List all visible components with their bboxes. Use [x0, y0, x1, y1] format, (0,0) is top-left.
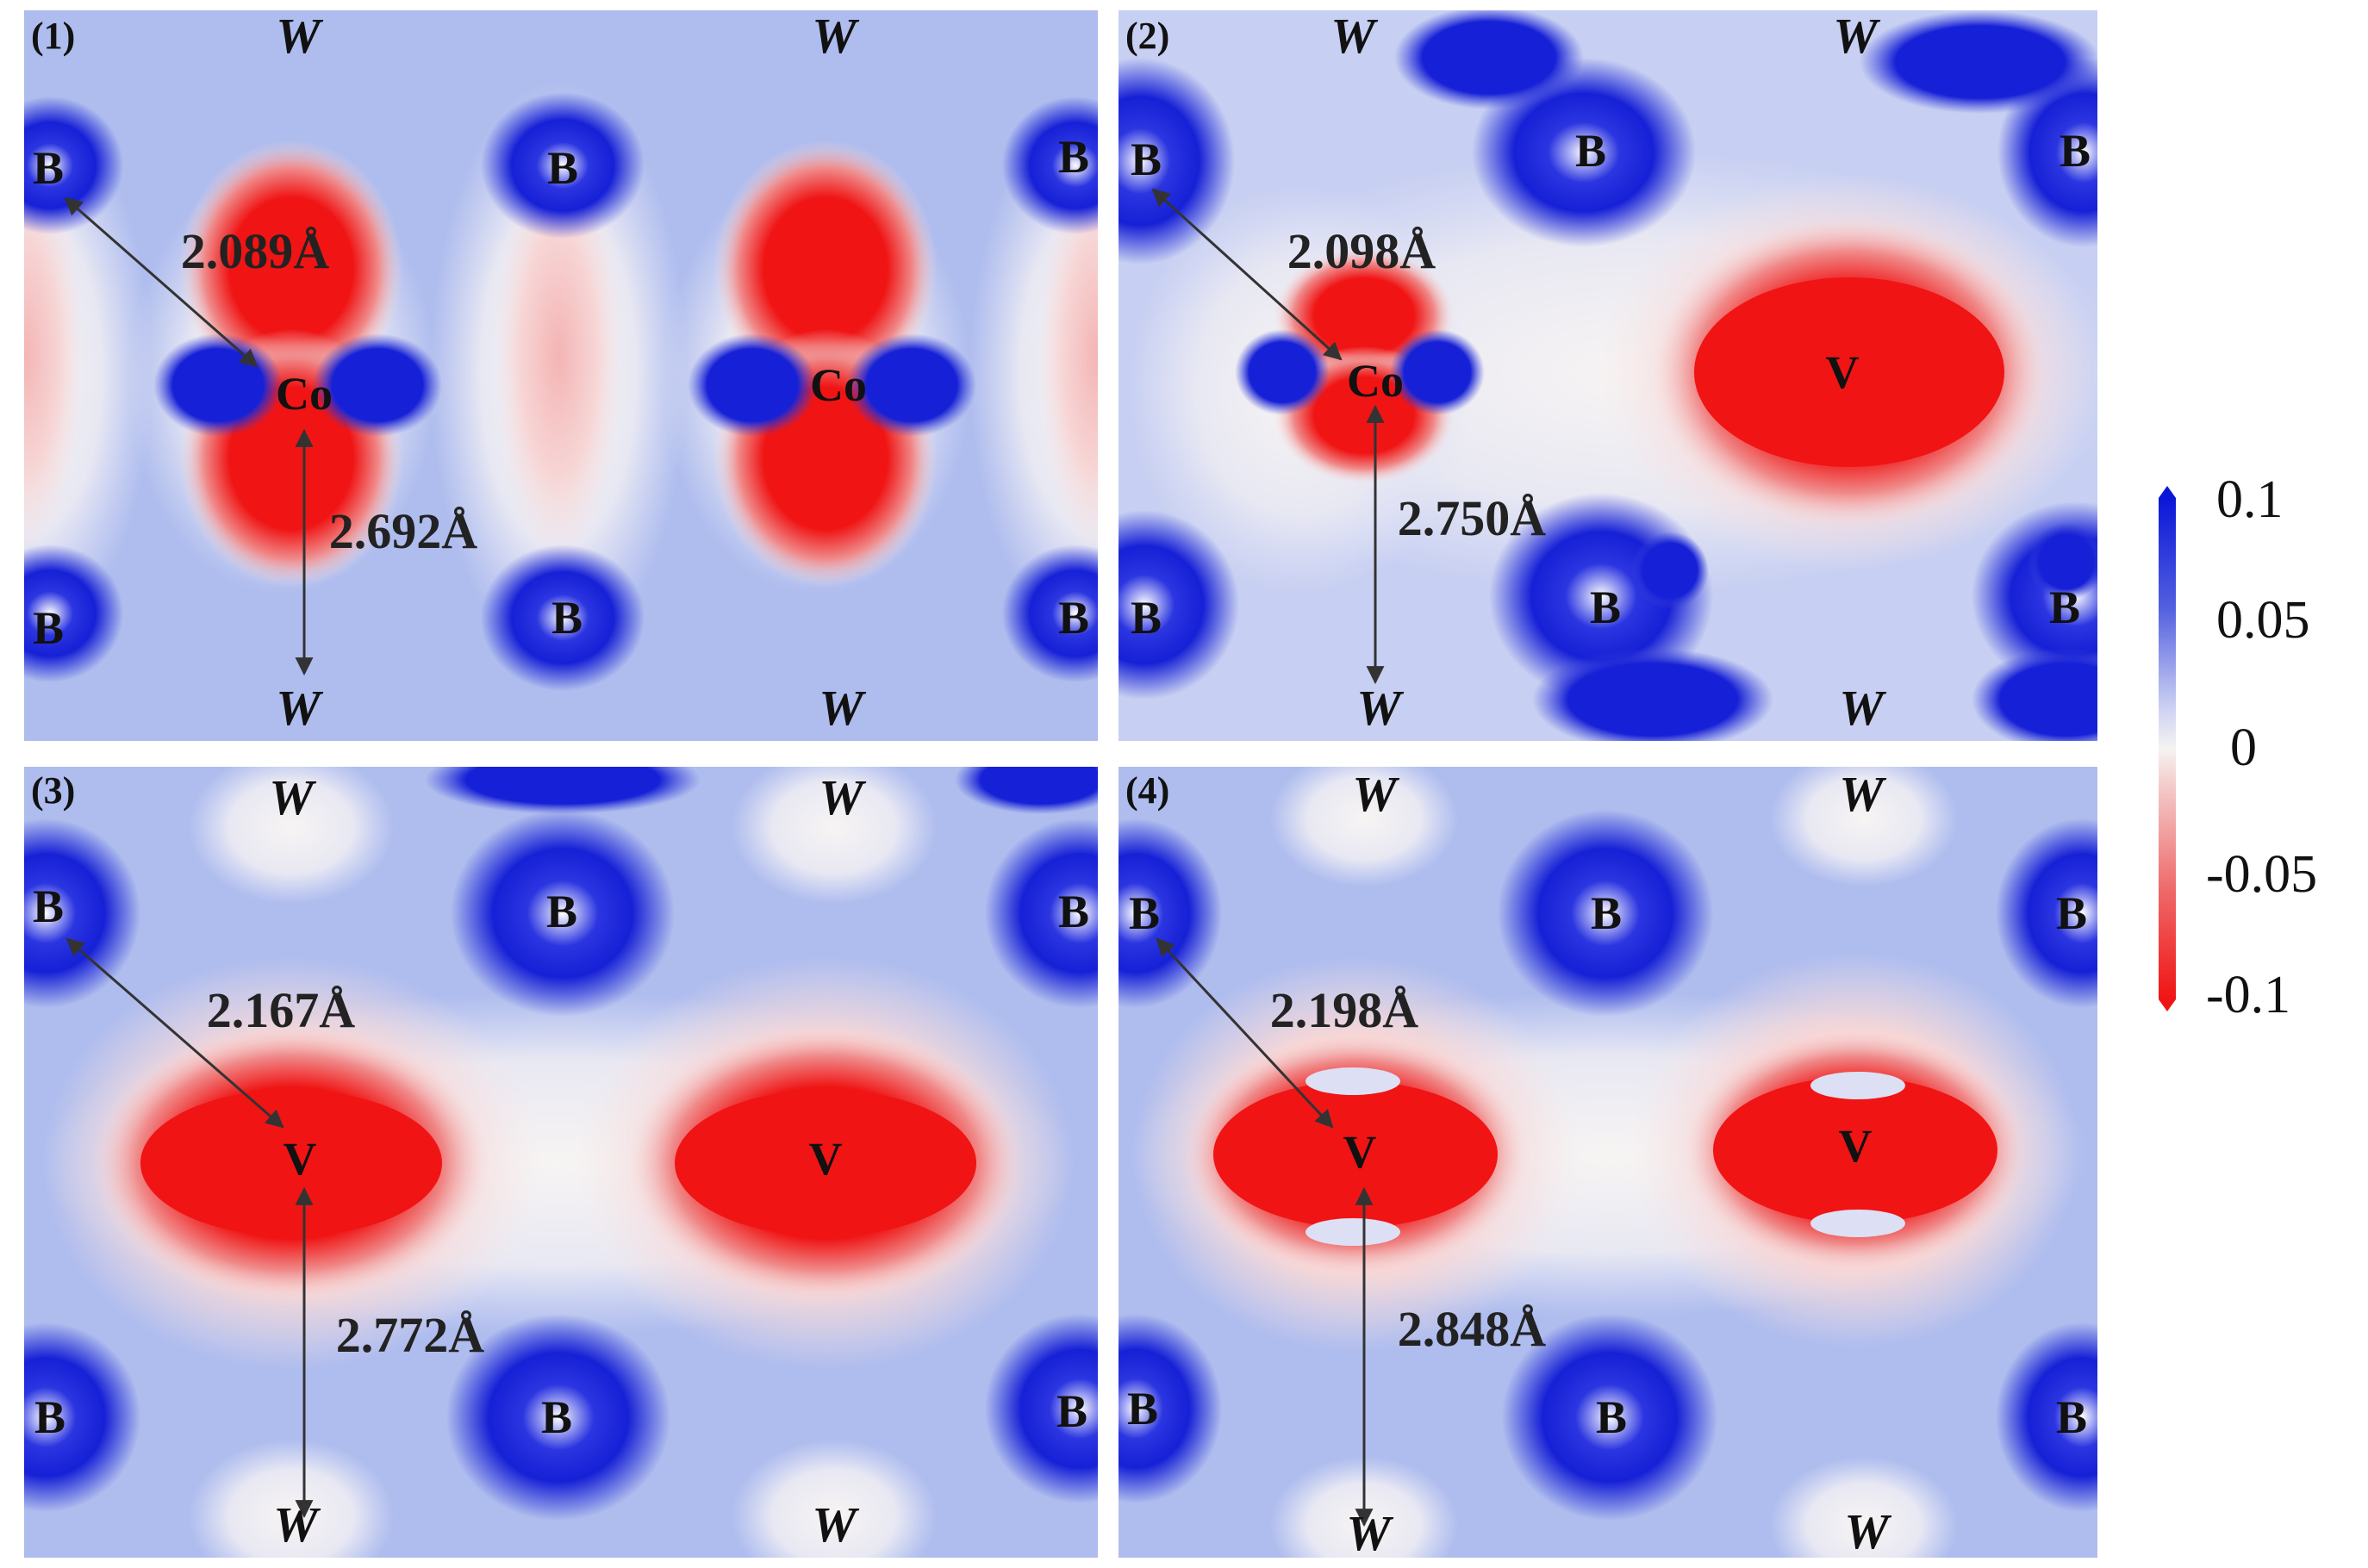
b-atom-label: B: [32, 602, 65, 654]
b-atom-label: B: [2055, 1391, 2088, 1443]
distance-vertical: 2.692Å: [328, 503, 478, 559]
b-atom-label: B: [540, 1391, 573, 1443]
b-atom-label: B: [34, 1391, 66, 1443]
colorbar-max-arrow: [2159, 486, 2176, 498]
w-label: W: [269, 769, 314, 825]
b-atom-label: B: [1057, 131, 1090, 183]
b-atom-label: B: [1574, 125, 1607, 177]
b-atom-label: B: [32, 142, 65, 194]
panel-2: (2) W W W W B B B B B B Co V 2.098Å 2.75…: [1119, 10, 2097, 741]
b-atom-label: B: [1057, 592, 1090, 644]
w-label: W: [1352, 767, 1397, 822]
w-label: W: [1346, 1505, 1391, 1559]
co-atom-label: Co: [1347, 355, 1404, 407]
colorbar-tick: 0: [2230, 719, 2257, 777]
b-atom-label: B: [551, 592, 583, 644]
w-label: W: [276, 10, 321, 64]
v-atom-label: V: [283, 1133, 317, 1185]
panel-1: (1) W W W W B B B B B B Co Co 2.089Å 2.6…: [24, 10, 1098, 741]
w-label: W: [1330, 10, 1375, 64]
w-label: W: [819, 769, 863, 825]
distance-diagonal: 2.167Å: [206, 982, 356, 1038]
w-label: W: [1833, 10, 1878, 64]
w-label: W: [1839, 680, 1884, 736]
colorbar-bar: [2159, 498, 2176, 999]
distance-diagonal: 2.098Å: [1287, 223, 1436, 279]
distance-vertical: 2.772Å: [335, 1307, 485, 1363]
b-atom-label: B: [1057, 886, 1090, 937]
w-label: W: [273, 1496, 318, 1552]
panel-4: (4) W W W W B B B B B B V V 2.198Å 2.848…: [1119, 767, 2097, 1558]
colorbar-min-arrow: [2159, 999, 2176, 1011]
v-atom-label: V: [1825, 346, 1860, 398]
v-atom-label: V: [808, 1133, 843, 1185]
w-label: W: [819, 680, 863, 736]
colorbar: 0.1 0.05 0 -0.05 -0.1: [2146, 473, 2361, 1022]
w-label: W: [1356, 680, 1401, 736]
distance-vertical: 2.750Å: [1397, 490, 1547, 546]
colorbar-tick: -0.05: [2206, 845, 2318, 904]
distance-vertical: 2.848Å: [1397, 1301, 1547, 1357]
b-atom-label: B: [2055, 887, 2088, 939]
v-atom-label: V: [1343, 1126, 1377, 1178]
b-atom-label: B: [1128, 887, 1161, 939]
charge-density-map: [24, 767, 1098, 1558]
distance-diagonal: 2.089Å: [180, 223, 330, 279]
b-atom-label: B: [1126, 1383, 1159, 1434]
w-label: W: [812, 10, 857, 64]
b-atom-label: B: [2059, 125, 2091, 177]
b-atom-label: B: [1130, 592, 1162, 644]
w-label: W: [1839, 767, 1884, 822]
b-atom-label: B: [1595, 1391, 1628, 1443]
panel-index: (4): [1125, 769, 1170, 812]
co-atom-label: Co: [810, 359, 867, 411]
colorbar-gradient: [2159, 486, 2176, 1011]
colorbar-tick: 0.1: [2216, 470, 2284, 529]
panel-index: (1): [31, 15, 76, 57]
b-atom-label: B: [545, 886, 578, 937]
b-atom-label: B: [32, 880, 65, 932]
b-atom-label: B: [1589, 582, 1622, 633]
panel-3: (3) W W W W B B B B B B V V 2.167Å 2.772…: [24, 767, 1098, 1558]
b-atom-label: B: [1056, 1385, 1088, 1437]
colorbar-tick: -0.1: [2206, 966, 2291, 1024]
b-atom-label: B: [546, 142, 579, 194]
panel-index: (3): [31, 769, 76, 812]
b-atom-label: B: [1130, 134, 1162, 185]
w-label: W: [276, 680, 321, 736]
co-atom-label: Co: [276, 368, 333, 420]
b-atom-label: B: [1590, 887, 1623, 939]
panel-index: (2): [1125, 15, 1170, 57]
colorbar-tick: 0.05: [2216, 591, 2310, 650]
distance-diagonal: 2.198Å: [1269, 982, 1419, 1038]
w-label: W: [1844, 1503, 1889, 1558]
v-atom-label: V: [1838, 1120, 1873, 1172]
b-atom-label: B: [2048, 582, 2081, 633]
w-label: W: [812, 1496, 857, 1552]
